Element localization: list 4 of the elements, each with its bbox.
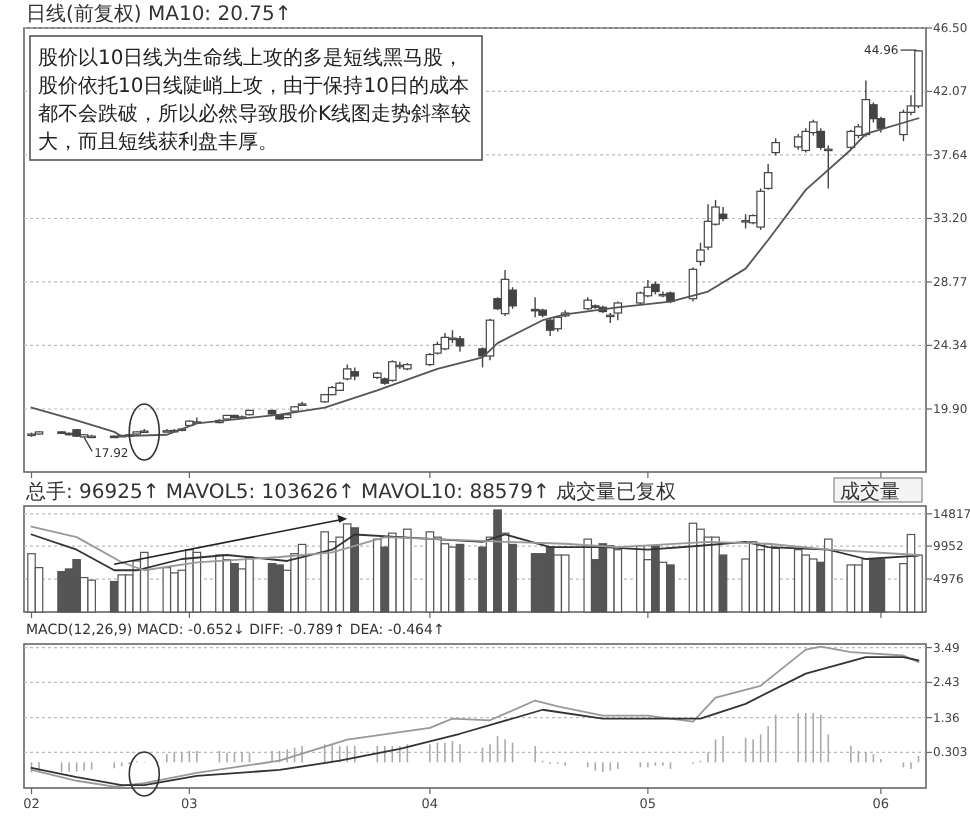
- chart-title: 日线(前复权) MA10: 20.75↑: [26, 2, 292, 26]
- annotation: 股价以10日线为生命线上攻的多是短线黑马股，股价依托10日线陡峭上攻，由于保持10日的成本都不会跌破，所以必然导致股价K线图走势斜率较大，而且短线获利盘丰厚。: [38, 46, 472, 154]
- chart-title: 总手: 96925↑ MAVOL5: 103626↑ MAVOL10: 88579↑ 成交量已复权: [24, 480, 677, 504]
- text: 成交量: [840, 480, 900, 504]
